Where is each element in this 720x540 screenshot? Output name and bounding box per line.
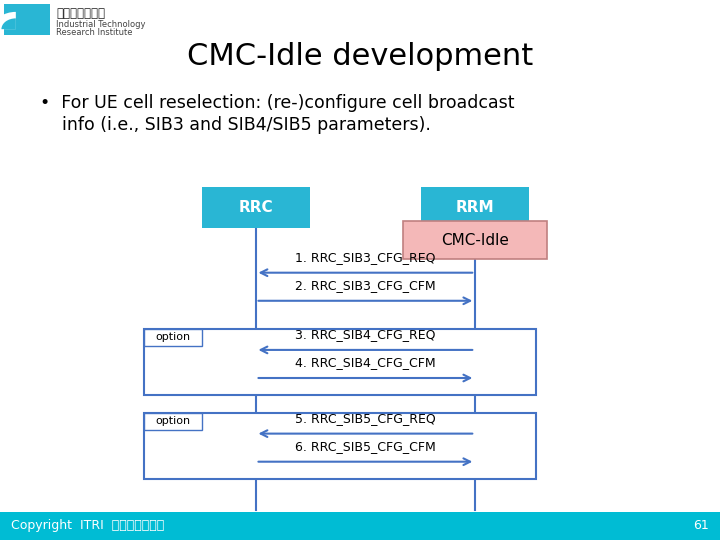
FancyBboxPatch shape bbox=[144, 413, 202, 430]
FancyBboxPatch shape bbox=[4, 4, 50, 35]
Text: 2. RRC_SIB3_CFG_CFM: 2. RRC_SIB3_CFG_CFM bbox=[295, 279, 436, 292]
Text: 5. RRC_SIB5_CFG_REQ: 5. RRC_SIB5_CFG_REQ bbox=[295, 412, 436, 425]
Wedge shape bbox=[0, 12, 16, 29]
Text: 61: 61 bbox=[693, 519, 709, 532]
FancyBboxPatch shape bbox=[144, 329, 536, 395]
Text: 4. RRC_SIB4_CFG_CFM: 4. RRC_SIB4_CFG_CFM bbox=[295, 356, 436, 369]
Wedge shape bbox=[1, 18, 16, 29]
Text: 1. RRC_SIB3_CFG_REQ: 1. RRC_SIB3_CFG_REQ bbox=[295, 251, 436, 264]
Text: info (i.e., SIB3 and SIB4/SIB5 parameters).: info (i.e., SIB3 and SIB4/SIB5 parameter… bbox=[40, 116, 431, 134]
FancyBboxPatch shape bbox=[0, 512, 720, 540]
FancyBboxPatch shape bbox=[403, 221, 547, 259]
Text: 6. RRC_SIB5_CFG_CFM: 6. RRC_SIB5_CFG_CFM bbox=[295, 440, 436, 453]
Text: option: option bbox=[156, 333, 190, 342]
Text: option: option bbox=[156, 416, 190, 426]
Text: RRM: RRM bbox=[456, 200, 495, 215]
Text: Copyright  ITRI  工業技術研究院: Copyright ITRI 工業技術研究院 bbox=[11, 519, 164, 532]
Text: 工業技術研究院: 工業技術研究院 bbox=[56, 7, 105, 20]
Text: Research Institute: Research Institute bbox=[56, 28, 132, 37]
Text: Industrial Technology: Industrial Technology bbox=[56, 20, 145, 29]
Text: CMC-Idle development: CMC-Idle development bbox=[187, 42, 533, 71]
Text: 3. RRC_SIB4_CFG_REQ: 3. RRC_SIB4_CFG_REQ bbox=[295, 328, 436, 341]
FancyBboxPatch shape bbox=[144, 329, 202, 346]
FancyBboxPatch shape bbox=[421, 187, 529, 228]
Text: •  For UE cell reselection: (re-)configure cell broadcast: • For UE cell reselection: (re-)configur… bbox=[40, 94, 514, 112]
Text: CMC-Idle: CMC-Idle bbox=[441, 233, 509, 248]
Text: RRC: RRC bbox=[238, 200, 273, 215]
FancyBboxPatch shape bbox=[144, 413, 536, 479]
FancyBboxPatch shape bbox=[202, 187, 310, 228]
